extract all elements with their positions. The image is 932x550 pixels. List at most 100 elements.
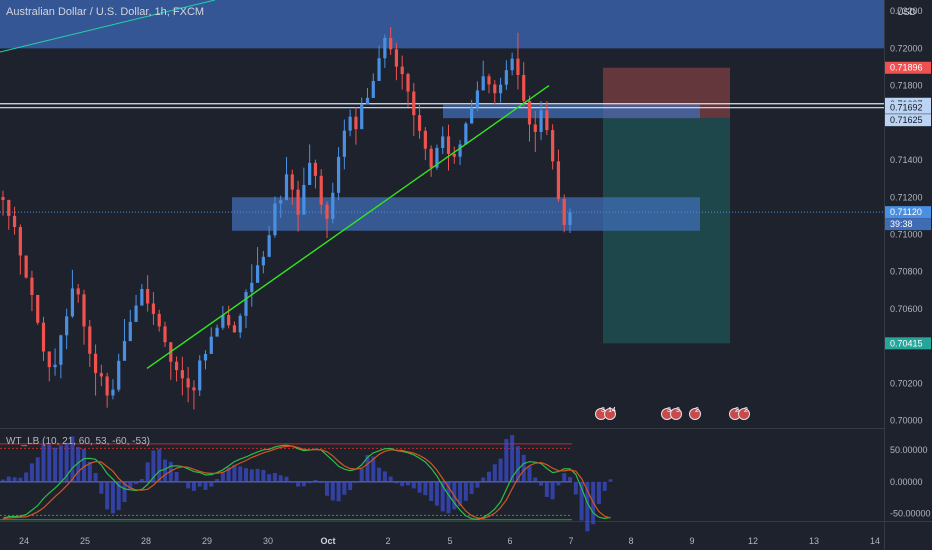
- candle-body: [342, 130, 346, 157]
- candle-body: [493, 84, 497, 94]
- candle-body: [203, 353, 208, 361]
- candle-body: [400, 66, 404, 75]
- candle-body: [498, 84, 503, 94]
- candle-body: [279, 200, 283, 204]
- wave-histogram-bar: [515, 446, 520, 482]
- wave-histogram-bar: [203, 481, 208, 490]
- wave-histogram-bar: [458, 481, 463, 506]
- wave-histogram-bar: [568, 477, 572, 482]
- candle-body: [180, 370, 184, 379]
- wave-histogram-bar: [469, 481, 474, 494]
- wave-histogram-bar: [220, 471, 225, 482]
- wave-histogram-bar: [301, 481, 306, 487]
- candle-body: [319, 175, 323, 205]
- wave-histogram-bar: [70, 436, 75, 482]
- indicator-tick-label: 0.00000: [890, 477, 923, 487]
- symbol-title[interactable]: Australian Dollar / U.S. Dollar, 1h, FXC…: [6, 6, 205, 18]
- candle-body: [429, 148, 433, 168]
- take-profit-zone: [603, 118, 730, 344]
- candle-body: [308, 162, 312, 185]
- wave-histogram-bar: [197, 481, 202, 487]
- wave-histogram-bar: [325, 481, 329, 496]
- candle-body: [545, 110, 549, 131]
- time-tick-label: 5: [447, 536, 452, 546]
- candle-body: [516, 58, 520, 75]
- event-badge-count: 3: [601, 407, 605, 414]
- wave-histogram-bar: [226, 467, 231, 482]
- event-badge-count: 3: [667, 407, 671, 414]
- event-badge-count: 14: [608, 407, 616, 414]
- wave-histogram-bar: [608, 479, 613, 482]
- candle-body: [302, 184, 306, 215]
- time-tick-label: 30: [263, 536, 273, 546]
- candle-body: [250, 282, 254, 292]
- event-badge-count: 2: [744, 407, 748, 414]
- price-tag-box: [885, 206, 931, 219]
- resistance-zone: [0, 0, 884, 49]
- candle-body: [174, 361, 179, 371]
- candle-body: [59, 335, 63, 365]
- indicator-tick-label: 50.00000: [890, 445, 928, 455]
- price-tag-box: [885, 218, 931, 231]
- candle-body: [273, 203, 277, 236]
- wave-histogram-bar: [556, 481, 561, 486]
- price-tick-label: 0.71800: [890, 81, 923, 91]
- wave-histogram-bar: [290, 481, 295, 483]
- time-tick-label: 12: [748, 536, 758, 546]
- candle-body: [527, 100, 532, 125]
- wave-histogram-bar: [151, 450, 156, 482]
- candle-body: [412, 91, 416, 116]
- wave-histogram-bar: [463, 481, 468, 501]
- price-tick-label: 0.72200: [890, 6, 923, 16]
- candle-body: [435, 147, 439, 168]
- price-tag-label: 39:38: [890, 219, 913, 229]
- price-tick-label: 0.70600: [890, 304, 923, 314]
- candle-body: [24, 255, 28, 278]
- price-tag-label: 0.71625: [890, 115, 923, 125]
- wave-histogram-bar: [348, 481, 353, 491]
- wave-histogram-bar: [365, 455, 370, 482]
- candle-body: [255, 265, 260, 283]
- wave-histogram-bar: [498, 458, 503, 482]
- indicator-title[interactable]: WT_LB (10, 21, 60, 53, -60, -53): [6, 436, 150, 447]
- wave-histogram-bar: [24, 472, 29, 482]
- candle-body: [30, 277, 34, 295]
- candle-body: [389, 37, 393, 50]
- candle-body: [157, 313, 161, 327]
- candle-body: [192, 387, 196, 391]
- candle-body: [47, 351, 51, 368]
- wave-histogram-bar: [163, 459, 167, 482]
- wave-histogram-bar: [296, 481, 301, 487]
- time-tick-label: 28: [141, 536, 151, 546]
- wave-histogram-bar: [481, 477, 486, 482]
- time-tick-label: 8: [628, 536, 633, 546]
- price-tag-box: [885, 337, 931, 350]
- wave-histogram-bar: [93, 472, 98, 482]
- wave-histogram-bar: [434, 481, 439, 506]
- upper-zone: [443, 104, 700, 119]
- candle-body: [70, 288, 75, 317]
- wave-histogram-bar: [261, 469, 266, 482]
- candle-body: [215, 327, 219, 337]
- wave-histogram-bar: [510, 435, 515, 482]
- price-tick-label: 0.71000: [890, 229, 923, 239]
- candle-body: [504, 70, 508, 85]
- candle-body: [562, 199, 566, 225]
- wave-histogram-bar: [417, 481, 422, 493]
- candle-body: [146, 288, 150, 304]
- wave-histogram-bar: [238, 466, 243, 482]
- wave-histogram-bar: [602, 481, 607, 491]
- trendline-support: [146, 85, 550, 370]
- candle-body: [198, 360, 202, 391]
- candle-body: [232, 325, 237, 333]
- wave-histogram-bar: [278, 475, 283, 482]
- wave-histogram-bar: [128, 481, 133, 490]
- candle-body: [452, 153, 456, 157]
- candle-body: [128, 321, 132, 342]
- candle-body: [209, 336, 213, 354]
- candle-body: [12, 215, 17, 228]
- wave-histogram-bar: [58, 445, 63, 482]
- support-zone: [232, 197, 700, 231]
